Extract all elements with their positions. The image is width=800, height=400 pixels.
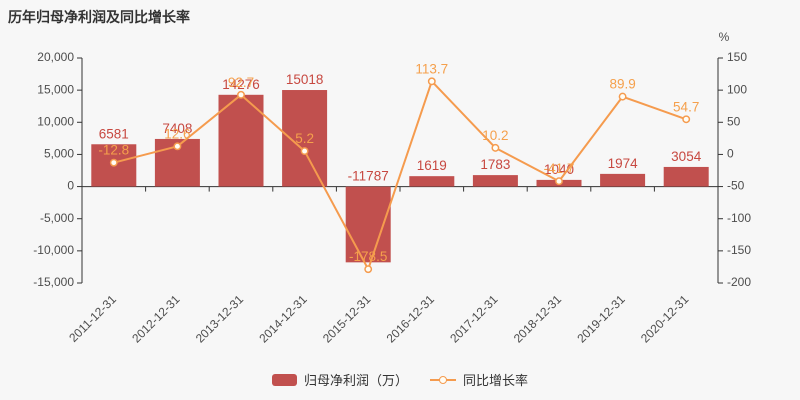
- bar-value-label: 6581: [99, 126, 129, 141]
- growth-line: [113, 80, 687, 271]
- x-axis-label: 2017-12-31: [447, 292, 501, 346]
- legend-label-growth-rate: 同比增长率: [463, 373, 529, 388]
- growth-point-2015-12-31[interactable]: [364, 265, 373, 274]
- growth-point-2016-12-31[interactable]: [427, 77, 436, 86]
- growth-value-label: -41.7: [544, 161, 575, 176]
- left-axis-tick-label: 15,000: [37, 82, 74, 96]
- bar-value-label: 7408: [162, 121, 192, 136]
- x-axis-label: 2014-12-31: [256, 292, 310, 346]
- left-axis-tick-label: 0: [67, 179, 74, 193]
- bar-2013-12-31[interactable]: [218, 94, 264, 187]
- bar-2017-12-31[interactable]: [472, 175, 518, 187]
- right-axis-tick-label: 0: [727, 147, 734, 161]
- x-axis-label: 2011-12-31: [66, 292, 119, 345]
- right-axis-unit-label: %: [718, 30, 730, 44]
- growth-point-2014-12-31[interactable]: [300, 147, 309, 156]
- legend-item-growth-rate[interactable]: 同比增长率: [430, 370, 528, 389]
- net-profit-swatch-icon: [271, 373, 297, 386]
- bar-value-label: -11787: [348, 169, 389, 184]
- right-axis-tick-label: 50: [727, 114, 741, 128]
- right-axis-tick-label: -50: [727, 179, 745, 193]
- growth-value-label: 12.6: [164, 126, 190, 141]
- bar-value-label: 14276: [222, 77, 260, 92]
- bar-value-label: 1974: [608, 156, 639, 171]
- legend-item-net-profit[interactable]: 归母净利润（万）: [271, 370, 408, 389]
- right-axis-tick-label: 100: [727, 82, 747, 96]
- left-axis-tick-label: -15,000: [33, 275, 74, 289]
- bar-value-label: 15018: [286, 72, 324, 87]
- left-axis-tick-label: -5,000: [40, 211, 74, 225]
- growth-value-label: -178.5: [349, 249, 387, 264]
- growth-point-2019-12-31[interactable]: [618, 92, 627, 101]
- right-axis-tick-label: -150: [727, 243, 751, 257]
- left-axis-tick-label: -10,000: [33, 243, 74, 257]
- growth-value-label: 113.7: [415, 61, 448, 76]
- x-axis-label: 2016-12-31: [384, 292, 438, 346]
- x-axis-label: 2013-12-31: [193, 292, 247, 346]
- growth-point-2018-12-31[interactable]: [555, 177, 563, 186]
- bar-2019-12-31[interactable]: [600, 173, 646, 187]
- x-axis-label: 2019-12-31: [574, 292, 628, 346]
- growth-value-label: 5.2: [295, 131, 314, 146]
- x-axis-label: 2012-12-31: [129, 292, 183, 346]
- growth-value-label: 10.2: [482, 128, 508, 143]
- bar-value-label: 1040: [544, 162, 574, 177]
- left-axis-tick-label: 20,000: [37, 50, 74, 64]
- bar-2016-12-31[interactable]: [409, 176, 455, 187]
- growth-value-label: -12.8: [98, 143, 129, 158]
- growth-value-label: 89.9: [609, 77, 635, 92]
- bar-value-label: 1783: [480, 157, 510, 172]
- x-axis-label: 2015-12-31: [320, 292, 374, 346]
- x-axis-label: 2018-12-31: [511, 292, 565, 346]
- right-axis-tick-label: -100: [727, 211, 751, 225]
- left-axis-tick-label: 10,000: [37, 114, 74, 128]
- growth-point-2017-12-31[interactable]: [491, 143, 500, 152]
- bar-value-label: 1619: [417, 158, 447, 173]
- x-axis-label: 2020-12-31: [638, 292, 692, 346]
- chart-title: 历年归母净利润及同比增长率: [8, 9, 190, 25]
- chart-legend: 归母净利润（万） 同比增长率: [0, 370, 800, 389]
- right-axis-tick-label: -200: [727, 275, 751, 289]
- growth-point-2012-12-31[interactable]: [173, 142, 182, 151]
- growth-point-2011-12-31[interactable]: [109, 158, 118, 167]
- legend-label-net-profit: 归母净利润（万）: [303, 373, 408, 388]
- growth-point-2020-12-31[interactable]: [682, 115, 691, 124]
- right-axis-tick-label: 150: [727, 50, 747, 64]
- growth-point-2013-12-31[interactable]: [237, 90, 245, 99]
- bar-2020-12-31[interactable]: [663, 166, 709, 187]
- bar-value-label: 3054: [671, 149, 702, 164]
- left-axis-tick-label: 5,000: [44, 147, 74, 161]
- growth-rate-swatch-icon: [430, 374, 456, 386]
- growth-value-label: 92.7: [228, 75, 254, 90]
- growth-value-label: 54.7: [673, 99, 699, 114]
